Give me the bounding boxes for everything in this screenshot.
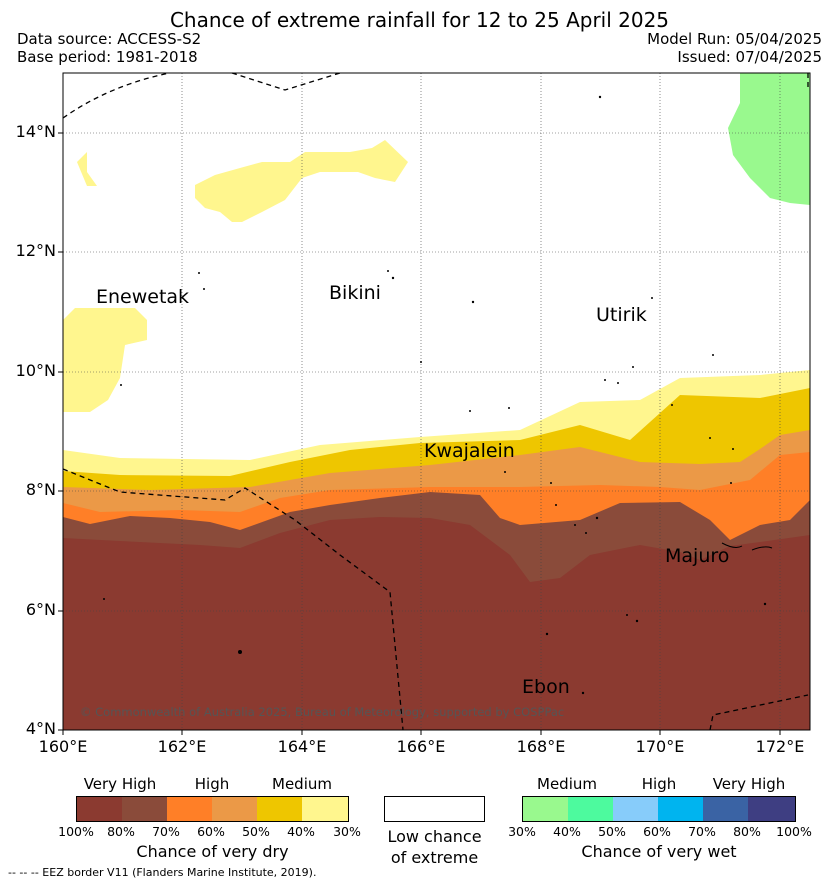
low-chance-caption-line2: of extreme [390,848,479,867]
wet-tick-70: 70% [688,824,716,839]
wet-swatch-50-60 [613,797,659,821]
wet-level-very-high: Very High [712,775,786,793]
map-title: Chance of extreme rainfall for 12 to 25 … [169,8,670,32]
dry-swatch-40-50 [257,797,303,821]
majuro-atoll-outline [721,542,773,551]
wet-tick-50: 50% [598,824,626,839]
place-label-enewetak: Enewetak [96,286,190,308]
base-period-label: Base period: 1981-2018 [17,48,198,66]
lon-label-164e: 164°E [277,737,327,756]
copyright-notice: © Commonwealth of Australia 2025, Bureau… [80,705,565,719]
axis-ticks [58,132,781,735]
wet-tick-40: 40% [553,824,581,839]
low-chance-caption-line1: Low chance [387,827,482,846]
model-run-label: Model Run: 05/04/2025 [647,30,822,48]
wet-tick-30: 30% [508,824,536,839]
lat-label-4n: 4°N [25,719,56,738]
place-label-bikini: Bikini [329,282,381,304]
dry-colorbar [76,796,349,822]
dry-tick-60: 60% [197,824,225,839]
dry-swatch-60-70 [167,797,213,821]
eez-border-lines [62,72,809,731]
lon-label-162e: 162°E [157,737,207,756]
eez-border-note: -- -- -- EEZ border V11 (Flanders Marine… [8,866,317,879]
lon-label-160e: 160°E [38,737,88,756]
map-frame [62,72,811,731]
place-label-kwajalein: Kwajalein [424,440,515,462]
lat-label-14n: 14°N [15,122,56,141]
dry-swatch-70-80 [122,797,168,821]
lon-label-168e: 168°E [516,737,566,756]
dry-tick-40: 40% [287,824,315,839]
dry-patch-small [77,152,97,186]
wet-swatch-30-40 [523,797,569,821]
dry-patch-north [195,140,408,222]
dry-tick-100: 100% [58,824,94,839]
dry-patch-enewetak [63,308,147,412]
wet-caption: Chance of very wet [581,842,737,861]
lon-label-170e: 170°E [635,737,685,756]
dry-swatch-30-40 [302,797,348,821]
wet-swatch-40-50 [568,797,614,821]
dry-tick-50: 50% [242,824,270,839]
wet-level-high: High [641,775,677,793]
data-source-label: Data source: ACCESS-S2 [17,30,202,48]
dry-level-high: High [194,775,230,793]
wet-tick-60: 60% [643,824,671,839]
wet-tick-100: 100% [776,824,812,839]
dry-tick-30: 30% [333,824,361,839]
place-label-ebon: Ebon [522,676,570,698]
place-label-utirik: Utirik [596,304,647,326]
dry-caption: Chance of very dry [136,842,289,861]
island-specks [103,95,767,695]
wet-swatch-70-80 [703,797,749,821]
dry-level-very-high: Very High [83,775,157,793]
wet-colorbar [522,796,796,822]
wet-swatch-80-100 [748,797,795,821]
dry-80-100-region [63,517,810,730]
place-label-majuro: Majuro [665,545,730,567]
lon-label-172e: 172°E [755,737,805,756]
lat-label-10n: 10°N [15,361,56,380]
lon-label-166e: 166°E [396,737,446,756]
wet-level-medium: Medium [537,775,597,793]
low-chance-swatch [384,796,485,822]
issued-label: Issued: 07/04/2025 [677,48,822,66]
lat-label-6n: 6°N [25,600,56,619]
dry-tick-70: 70% [152,824,180,839]
dry-swatch-80-100 [77,797,123,821]
lat-label-8n: 8°N [25,480,56,499]
dry-level-medium: Medium [272,775,332,793]
wet-patch-northeast [728,73,810,205]
dry-tick-80: 80% [107,824,135,839]
lat-label-12n: 12°N [15,241,56,260]
wet-swatch-60-70 [658,797,704,821]
wet-tick-80: 80% [733,824,761,839]
dry-swatch-50-60 [212,797,258,821]
